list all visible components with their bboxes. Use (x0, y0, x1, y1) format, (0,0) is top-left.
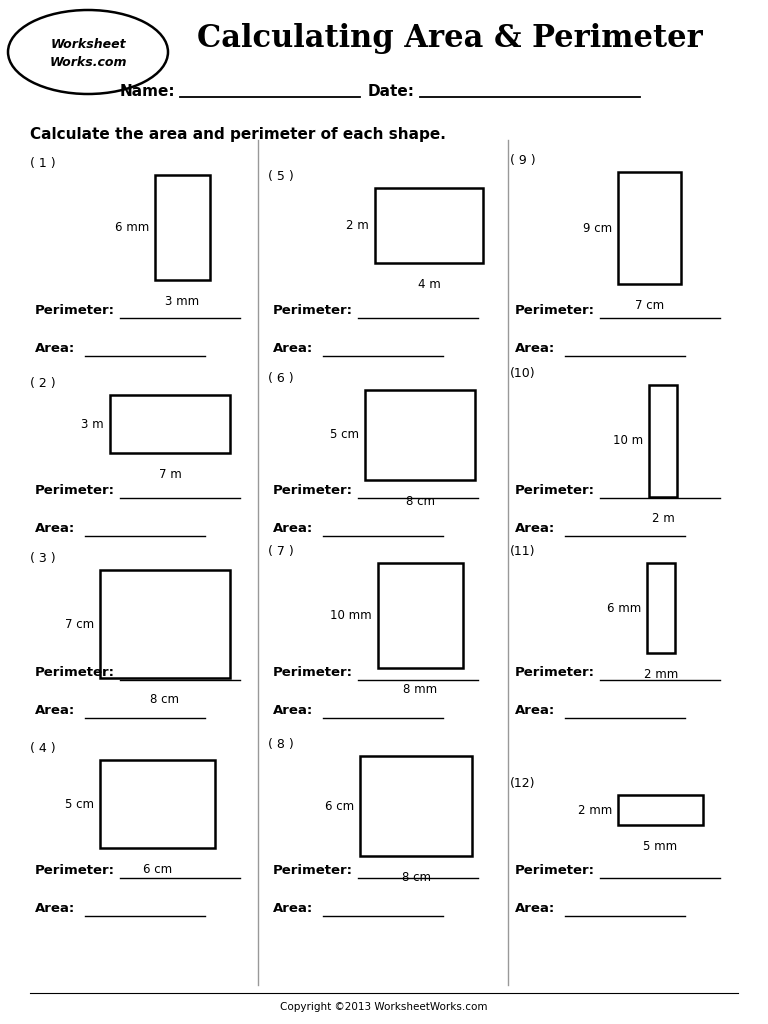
Text: Perimeter:: Perimeter: (515, 483, 595, 497)
Text: 6 cm: 6 cm (325, 800, 354, 812)
Text: ( 9 ): ( 9 ) (510, 154, 535, 167)
Bar (647, 563, 675, 653)
Text: 8 cm: 8 cm (151, 693, 180, 706)
Text: 8 cm: 8 cm (406, 495, 435, 508)
Text: Name:: Name: (119, 85, 175, 99)
Bar (618, 172, 681, 284)
Bar (378, 563, 463, 668)
Text: Perimeter:: Perimeter: (515, 666, 595, 679)
Text: Area:: Area: (273, 901, 313, 914)
Text: Area:: Area: (35, 521, 75, 535)
Text: (10): (10) (510, 367, 535, 380)
Bar (360, 756, 472, 856)
Text: 6 mm: 6 mm (114, 221, 149, 234)
Text: ( 7 ): ( 7 ) (268, 545, 293, 558)
Text: 7 cm: 7 cm (635, 299, 664, 312)
Text: Perimeter:: Perimeter: (515, 863, 595, 877)
Text: (12): (12) (510, 777, 535, 790)
Text: 5 cm: 5 cm (65, 798, 94, 811)
Text: Works.com: Works.com (49, 55, 127, 69)
Text: Perimeter:: Perimeter: (515, 303, 595, 316)
Text: Date:: Date: (368, 85, 415, 99)
Text: 6 cm: 6 cm (143, 863, 172, 876)
Text: 2 m: 2 m (346, 219, 369, 232)
Text: ( 2 ): ( 2 ) (30, 377, 55, 390)
Text: Area:: Area: (35, 341, 75, 354)
Text: ( 4 ): ( 4 ) (30, 742, 55, 755)
Text: 5 mm: 5 mm (644, 840, 677, 853)
Text: ( 6 ): ( 6 ) (268, 372, 293, 385)
Text: Area:: Area: (515, 901, 555, 914)
Text: 2 mm: 2 mm (644, 668, 678, 681)
Text: ( 3 ): ( 3 ) (30, 552, 55, 565)
Text: 10 m: 10 m (613, 434, 643, 447)
Text: 2 mm: 2 mm (578, 804, 612, 816)
Bar (365, 390, 475, 480)
Text: Perimeter:: Perimeter: (35, 666, 115, 679)
Text: Area:: Area: (273, 341, 313, 354)
Text: Calculating Area & Perimeter: Calculating Area & Perimeter (197, 23, 703, 53)
Text: Area:: Area: (273, 703, 313, 717)
Text: ( 8 ): ( 8 ) (268, 738, 293, 751)
Text: 7 m: 7 m (159, 468, 181, 481)
Text: 10 mm: 10 mm (330, 609, 372, 622)
Text: Area:: Area: (515, 341, 555, 354)
Text: 6 mm: 6 mm (607, 601, 641, 614)
Bar (100, 570, 230, 678)
Text: 9 cm: 9 cm (583, 221, 612, 234)
Bar (649, 385, 677, 497)
Text: 2 m: 2 m (651, 512, 674, 525)
Text: Perimeter:: Perimeter: (273, 863, 353, 877)
Text: Perimeter:: Perimeter: (273, 483, 353, 497)
Text: 8 mm: 8 mm (403, 683, 438, 696)
Text: Perimeter:: Perimeter: (35, 303, 115, 316)
Text: Area:: Area: (515, 521, 555, 535)
Text: Perimeter:: Perimeter: (35, 863, 115, 877)
Text: 8 cm: 8 cm (402, 871, 431, 884)
Text: 7 cm: 7 cm (65, 617, 94, 631)
Text: Area:: Area: (35, 901, 75, 914)
Text: ( 5 ): ( 5 ) (268, 170, 293, 183)
Text: Area:: Area: (35, 703, 75, 717)
Text: Copyright ©2013 WorksheetWorks.com: Copyright ©2013 WorksheetWorks.com (280, 1002, 488, 1012)
Text: (11): (11) (510, 545, 535, 558)
Bar (618, 795, 703, 825)
Bar (110, 395, 230, 453)
Text: Perimeter:: Perimeter: (273, 666, 353, 679)
Text: Perimeter:: Perimeter: (35, 483, 115, 497)
Text: Perimeter:: Perimeter: (273, 303, 353, 316)
Text: 3 mm: 3 mm (165, 295, 200, 308)
Bar (375, 188, 483, 263)
Text: 5 cm: 5 cm (330, 428, 359, 441)
Text: Calculate the area and perimeter of each shape.: Calculate the area and perimeter of each… (30, 128, 446, 142)
Text: Area:: Area: (515, 703, 555, 717)
Text: Worksheet: Worksheet (50, 38, 126, 50)
Text: ( 1 ): ( 1 ) (30, 157, 55, 170)
Text: Area:: Area: (273, 521, 313, 535)
Text: 4 m: 4 m (418, 278, 440, 291)
Bar (155, 175, 210, 280)
Bar (100, 760, 215, 848)
Text: 3 m: 3 m (81, 418, 104, 430)
